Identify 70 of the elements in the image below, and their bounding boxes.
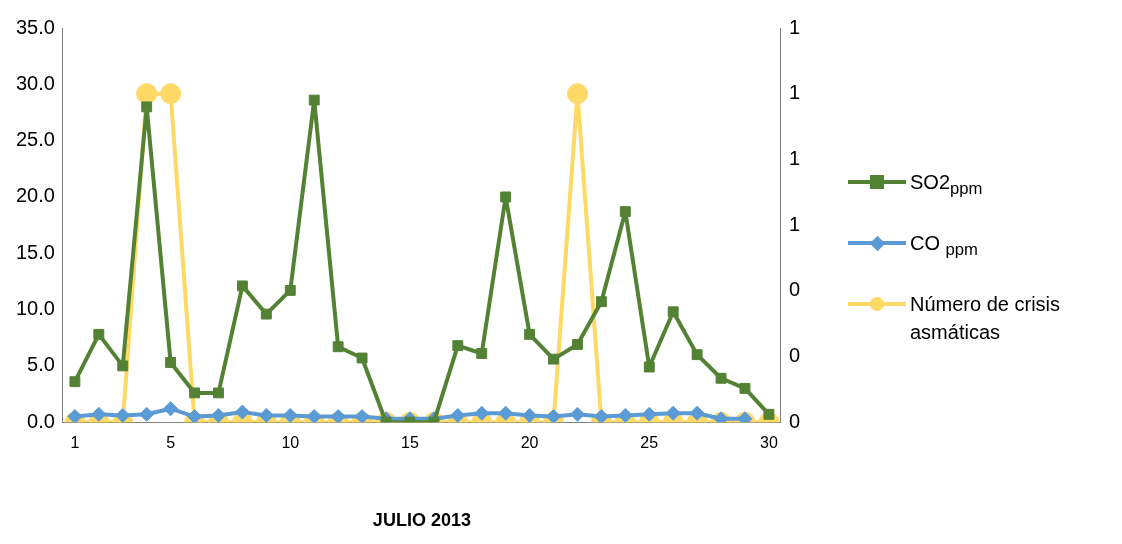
point	[260, 308, 272, 320]
point	[356, 352, 368, 364]
x-tick-label: 20	[520, 434, 539, 452]
point	[617, 407, 633, 423]
point	[500, 191, 512, 203]
point	[69, 376, 81, 388]
point	[450, 407, 466, 423]
y-tick-label: 5.0	[27, 353, 55, 376]
point	[665, 405, 681, 421]
point	[498, 405, 514, 421]
point	[643, 361, 655, 373]
point	[282, 407, 298, 423]
y2-tick-label: 1	[788, 81, 800, 104]
point	[476, 348, 488, 359]
point	[524, 328, 536, 340]
y-tick-label: 25.0	[15, 128, 55, 151]
point	[139, 406, 155, 422]
x-tick-label: 5	[166, 434, 176, 452]
y-tick-label: 30.0	[15, 71, 55, 94]
point	[474, 405, 490, 421]
point	[93, 328, 105, 340]
point	[258, 407, 274, 423]
y2-tick-label: 1	[788, 15, 800, 38]
y-tick-label: 15.0	[15, 240, 55, 263]
legend-label: Número de crisis asmáticas	[910, 292, 1062, 345]
point	[595, 296, 607, 308]
point	[332, 341, 344, 353]
point	[163, 401, 179, 417]
point	[715, 372, 727, 384]
point	[452, 340, 464, 352]
x-tick-label: 30	[760, 434, 778, 452]
point	[739, 382, 751, 394]
point	[141, 101, 153, 113]
x-axis-title: JULIO 2013	[372, 510, 471, 531]
y2-tick-label: 0	[788, 409, 800, 432]
point	[210, 407, 226, 423]
y2-tick-label: 0	[788, 278, 800, 301]
y2-tick-label: 0	[788, 344, 800, 367]
point	[117, 360, 129, 372]
point	[572, 339, 583, 350]
x-tick-label: 1	[70, 434, 80, 452]
y2-tick-label: 1	[788, 212, 800, 235]
point	[284, 284, 296, 296]
point	[763, 408, 775, 420]
x-tick-label: 25	[640, 434, 659, 452]
point	[165, 357, 177, 368]
x-tick-label: 10	[281, 434, 300, 452]
point	[213, 387, 224, 399]
point	[569, 406, 585, 422]
point	[91, 406, 107, 422]
point	[236, 280, 248, 292]
x-tick-label: 15	[401, 434, 419, 452]
point	[667, 306, 679, 318]
point	[234, 404, 250, 420]
point	[691, 349, 703, 361]
y-tick-label: 35.0	[15, 15, 55, 38]
y-tick-label: 0.0	[27, 409, 55, 432]
legend-label: CO $_{ppm}$	[910, 231, 978, 261]
legend-label: SO2$_{ppm}$	[910, 170, 983, 200]
point	[548, 353, 559, 365]
y-tick-label: 20.0	[15, 184, 55, 207]
point	[308, 94, 320, 106]
point	[189, 387, 200, 399]
point	[115, 407, 131, 423]
point	[689, 405, 705, 421]
point	[641, 406, 657, 422]
point	[522, 407, 538, 423]
y2-tick-label: 1	[788, 146, 800, 169]
point	[619, 206, 631, 218]
y-tick-label: 10.0	[15, 297, 55, 320]
